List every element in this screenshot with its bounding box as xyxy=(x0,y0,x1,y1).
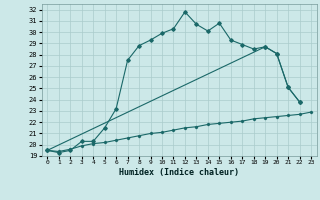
X-axis label: Humidex (Indice chaleur): Humidex (Indice chaleur) xyxy=(119,168,239,177)
